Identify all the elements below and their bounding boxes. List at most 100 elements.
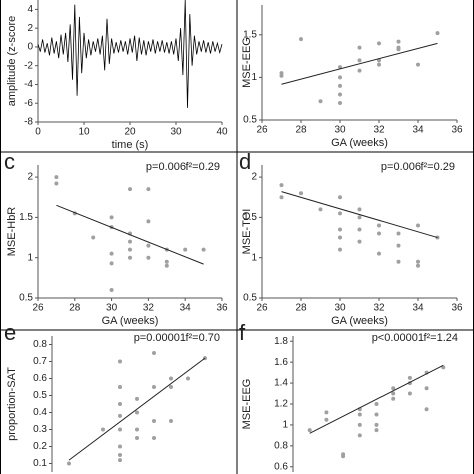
y-tick-label: 0.6 — [274, 461, 288, 472]
point — [357, 207, 362, 212]
point — [407, 391, 412, 396]
point — [391, 396, 396, 401]
annotation: p=0.006 — [146, 161, 186, 173]
y-tick-label: -6 — [24, 98, 33, 109]
y-tick-label: 0.7 — [33, 356, 47, 367]
point — [396, 259, 401, 264]
point — [109, 261, 114, 266]
point — [128, 255, 132, 260]
y-tick-label: 1 — [27, 252, 33, 263]
point — [416, 263, 420, 268]
panel-letter: d — [239, 149, 251, 174]
point — [152, 419, 156, 423]
y-axis-label: proportion-SAT — [6, 367, 18, 441]
y-tick-label: 0.8 — [33, 339, 47, 350]
point — [374, 412, 379, 417]
point — [67, 461, 71, 466]
point — [299, 191, 303, 196]
point — [135, 396, 139, 401]
y-tick-label: 0.3 — [33, 424, 47, 435]
point — [201, 247, 206, 252]
y-axis-label: MSE-EEG — [241, 379, 253, 430]
point — [279, 73, 284, 78]
annotation: f²=1.24 — [423, 332, 458, 344]
y-tick-label: 2 — [27, 172, 33, 183]
point — [377, 62, 381, 67]
y-tick-label: 0.4 — [33, 407, 47, 418]
y-tick-label: 2 — [251, 172, 257, 183]
point — [338, 100, 342, 105]
y-tick-label: 0.1 — [33, 458, 47, 469]
y-tick-label: 1 — [251, 72, 257, 83]
y-tick-label: 1.6 — [274, 357, 288, 368]
panel-letter: f — [239, 320, 246, 345]
y-tick-label: 0.5 — [243, 115, 257, 126]
point — [128, 247, 132, 252]
point — [118, 427, 122, 432]
point — [338, 247, 342, 252]
x-tick-label: 30 — [334, 125, 346, 136]
point — [357, 58, 362, 63]
fit-line — [68, 357, 206, 461]
x-axis-label: GA (weeks) — [102, 315, 159, 327]
annotation: p=0.00001 — [134, 332, 186, 344]
point — [318, 99, 323, 104]
point — [118, 413, 122, 418]
fit-line — [281, 191, 438, 239]
y-tick-label: 1.5 — [243, 29, 257, 40]
point — [357, 45, 362, 50]
x-tick-label: 0 — [35, 127, 41, 138]
x-tick-label: 34 — [412, 125, 424, 136]
x-tick-label: 28 — [295, 125, 307, 136]
x-tick-label: 26 — [32, 303, 44, 314]
point — [338, 92, 342, 97]
point — [396, 231, 401, 236]
fit-line — [281, 42, 438, 85]
y-axis-label: MSE-HbR — [6, 207, 18, 257]
y-tick-label: 1 — [282, 420, 288, 431]
annotation: f²=0.29 — [185, 161, 220, 173]
point — [407, 375, 412, 380]
x-tick-label: 40 — [216, 127, 228, 138]
point — [118, 359, 122, 364]
x-tick-label: 30 — [170, 127, 182, 138]
point — [424, 407, 429, 412]
point — [416, 62, 420, 67]
x-tick-label: 10 — [78, 127, 90, 138]
y-axis-label: MSE-TOI — [241, 209, 253, 255]
point — [128, 239, 132, 244]
x-tick-label: 32 — [373, 125, 385, 136]
point — [307, 428, 312, 433]
point — [279, 183, 284, 188]
y-tick-label: 0.2 — [33, 441, 47, 452]
point — [135, 427, 139, 432]
y-tick-label: 0.8 — [274, 440, 288, 451]
y-tick-label: 4 — [27, 4, 33, 15]
point — [54, 175, 59, 180]
x-axis-label: GA (weeks) — [331, 315, 388, 327]
x-tick-label: 30 — [334, 303, 346, 314]
annotation: p<0.00001 — [372, 332, 424, 344]
point — [169, 376, 173, 381]
y-tick-label: 0.5 — [243, 293, 257, 304]
y-tick-label: -8 — [24, 117, 33, 128]
point — [391, 386, 396, 391]
y-tick-label: 0.5 — [33, 390, 47, 401]
point — [357, 433, 362, 438]
fit-line — [309, 364, 444, 434]
y-tick-label: 0 — [27, 42, 33, 53]
point — [164, 259, 169, 264]
annotation: f²=0.29 — [420, 161, 455, 173]
point — [101, 427, 105, 432]
point — [324, 417, 329, 422]
point — [118, 458, 122, 463]
point — [146, 255, 151, 260]
x-tick-label: 28 — [69, 303, 81, 314]
annotation: p=0.006 — [381, 161, 421, 173]
point — [164, 263, 169, 268]
y-tick-label: -4 — [24, 79, 33, 90]
point — [135, 436, 139, 440]
point — [357, 215, 362, 220]
point — [299, 37, 303, 42]
